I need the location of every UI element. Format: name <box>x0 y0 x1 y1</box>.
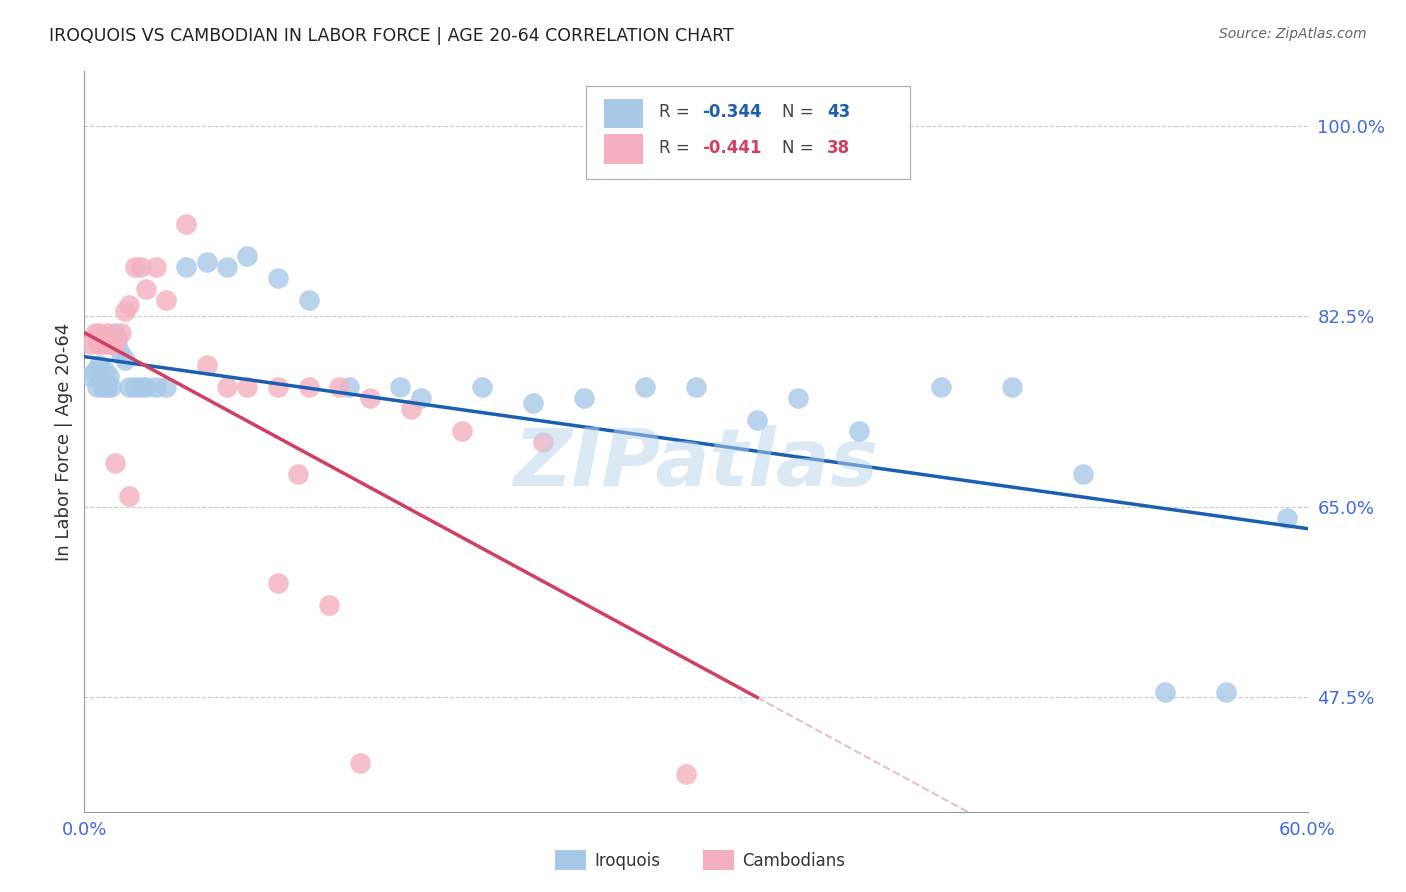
Text: IROQUOIS VS CAMBODIAN IN LABOR FORCE | AGE 20-64 CORRELATION CHART: IROQUOIS VS CAMBODIAN IN LABOR FORCE | A… <box>49 27 734 45</box>
Point <box>174 260 197 275</box>
Point <box>110 326 132 340</box>
Point <box>236 250 259 264</box>
Text: R =: R = <box>659 138 696 157</box>
Point <box>236 380 259 394</box>
Point <box>90 336 112 351</box>
Point <box>110 347 132 361</box>
FancyBboxPatch shape <box>605 135 644 164</box>
Point <box>1073 467 1095 482</box>
Point <box>155 293 177 307</box>
Point <box>389 380 412 394</box>
Point <box>929 380 952 394</box>
Point <box>118 489 141 503</box>
Point <box>105 331 128 345</box>
Text: N =: N = <box>782 138 818 157</box>
Text: Iroquois: Iroquois <box>595 852 661 870</box>
Point <box>328 380 350 394</box>
Point <box>747 413 769 427</box>
Point <box>83 326 105 340</box>
Text: -0.344: -0.344 <box>702 103 762 121</box>
Point <box>848 424 870 438</box>
FancyBboxPatch shape <box>605 99 644 128</box>
Point <box>450 424 472 438</box>
Point <box>1277 510 1299 524</box>
Point <box>87 359 110 373</box>
Text: -0.441: -0.441 <box>702 138 762 157</box>
Point <box>105 336 128 351</box>
Text: 38: 38 <box>827 138 851 157</box>
Point <box>97 369 120 384</box>
Point <box>155 380 177 394</box>
Point <box>145 260 167 275</box>
Point <box>86 380 108 394</box>
Point <box>298 380 321 394</box>
Point <box>399 401 422 416</box>
Point <box>471 380 494 394</box>
Point <box>522 396 544 410</box>
Point <box>124 260 146 275</box>
Point <box>359 391 381 405</box>
Point <box>195 359 218 373</box>
Point <box>1001 380 1024 394</box>
Point <box>79 336 101 351</box>
Point <box>79 369 101 384</box>
Point <box>114 304 136 318</box>
Point <box>87 326 110 340</box>
Point <box>124 380 146 394</box>
Point <box>318 598 340 612</box>
Point <box>118 380 141 394</box>
Text: 43: 43 <box>827 103 851 121</box>
Point <box>145 380 167 394</box>
Point <box>267 576 290 591</box>
Point <box>349 756 371 770</box>
Point <box>104 456 127 470</box>
Point <box>91 331 114 345</box>
Text: Cambodians: Cambodians <box>742 852 845 870</box>
Text: N =: N = <box>782 103 818 121</box>
Point <box>287 467 309 482</box>
Point <box>572 391 595 405</box>
Point <box>131 380 153 394</box>
Point <box>787 391 810 405</box>
Point <box>217 380 239 394</box>
Point <box>131 260 153 275</box>
Point <box>104 326 127 340</box>
Point <box>93 336 115 351</box>
Point <box>96 326 118 340</box>
Point <box>90 375 112 389</box>
Point <box>93 364 115 378</box>
Point <box>96 380 118 394</box>
Point <box>100 336 122 351</box>
Point <box>86 336 108 351</box>
Point <box>267 271 290 285</box>
Y-axis label: In Labor Force | Age 20-64: In Labor Force | Age 20-64 <box>55 322 73 561</box>
Point <box>634 380 657 394</box>
Point <box>1215 685 1237 699</box>
Point <box>298 293 321 307</box>
Text: R =: R = <box>659 103 696 121</box>
Point <box>685 380 707 394</box>
Point <box>135 380 157 394</box>
Point <box>531 434 554 449</box>
Point <box>118 298 141 312</box>
Point <box>83 364 105 378</box>
Point <box>195 255 218 269</box>
Point <box>97 336 120 351</box>
Point <box>100 380 122 394</box>
Text: Source: ZipAtlas.com: Source: ZipAtlas.com <box>1219 27 1367 41</box>
Point <box>267 380 290 394</box>
Point <box>114 352 136 367</box>
Point <box>675 766 697 780</box>
FancyBboxPatch shape <box>586 87 910 178</box>
Point <box>91 380 114 394</box>
Point <box>135 282 157 296</box>
Point <box>339 380 361 394</box>
Point <box>1154 685 1177 699</box>
Point <box>217 260 239 275</box>
Text: ZIPatlas: ZIPatlas <box>513 425 879 503</box>
Point <box>409 391 432 405</box>
Point <box>104 336 127 351</box>
Point <box>174 217 197 231</box>
